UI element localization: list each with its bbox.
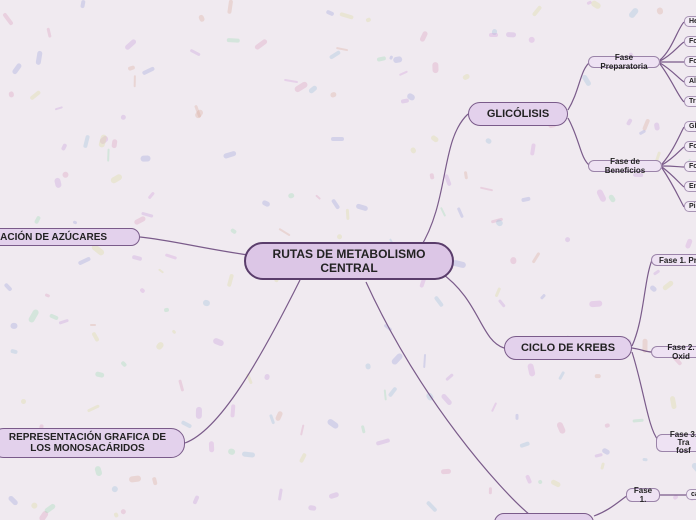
node-pi[interactable]: Pi — [684, 201, 696, 212]
node-gli-label: Gli — [689, 123, 696, 130]
mindmap-canvas: RUTAS DE METABOLISMOCENTRAL GLICÓLISIS C… — [0, 0, 696, 520]
node-azucares[interactable]: CACIÓN DE AZÚCARES — [0, 228, 140, 246]
node-center-label: RUTAS DE METABOLISMOCENTRAL — [273, 247, 426, 275]
node-ca-label: ca — [691, 491, 696, 498]
node-bottom-partial[interactable] — [494, 513, 594, 520]
node-fase1-bottom[interactable]: Fase 1. — [626, 488, 660, 502]
node-repgraf-label: REPRESENTACIÓN GRAFICA DELOS MONOSACÁRID… — [9, 432, 166, 455]
node-fase1-bottom-label: Fase 1. — [634, 486, 652, 504]
node-krebs-fase3[interactable]: Fase 3. Trafosf — [656, 434, 696, 452]
node-fo2-label: Fo — [689, 58, 696, 65]
node-repgraf[interactable]: REPRESENTACIÓN GRAFICA DELOS MONOSACÁRID… — [0, 428, 185, 458]
node-fase-beneficios[interactable]: Fase de Beneficios — [588, 160, 662, 172]
node-fo4-label: Fo — [689, 163, 696, 170]
node-krebs-fase3-label: Fase 3. Trafosf — [664, 431, 696, 455]
node-fo3-label: Fo — [689, 143, 696, 150]
node-glicolisis-label: GLICÓLISIS — [487, 108, 549, 120]
node-fo1[interactable]: Fo — [684, 36, 696, 47]
node-fo4[interactable]: Fo — [684, 161, 696, 172]
node-krebs-fase1[interactable]: Fase 1. Pro — [651, 254, 696, 266]
node-tri[interactable]: Tri — [684, 96, 696, 107]
node-krebs-label: CICLO DE KREBS — [521, 342, 615, 354]
node-krebs[interactable]: CICLO DE KREBS — [504, 336, 632, 360]
node-en[interactable]: En — [684, 181, 696, 192]
node-hex-label: Hex — [689, 18, 696, 25]
node-glicolisis[interactable]: GLICÓLISIS — [468, 102, 568, 126]
node-fo3[interactable]: Fo — [684, 141, 696, 152]
node-center[interactable]: RUTAS DE METABOLISMOCENTRAL — [244, 242, 454, 280]
node-ca[interactable]: ca — [686, 489, 696, 500]
node-fase-ben-label: Fase de Beneficios — [596, 157, 654, 175]
node-ald-label: Ald — [689, 78, 696, 85]
node-krebs-fase1-label: Fase 1. Pro — [659, 256, 696, 265]
node-hex[interactable]: Hex — [684, 16, 696, 27]
node-tri-label: Tri — [689, 98, 696, 105]
node-fo1-label: Fo — [689, 38, 696, 45]
node-azucares-label: CACIÓN DE AZÚCARES — [0, 232, 107, 243]
node-gli[interactable]: Gli — [684, 121, 696, 132]
node-en-label: En — [689, 183, 696, 190]
node-fase-preparatoria[interactable]: Fase Preparatoria — [588, 56, 660, 68]
node-fase-prep-label: Fase Preparatoria — [596, 53, 652, 71]
node-krebs-fase2-label: Fase 2. Oxid — [659, 343, 696, 361]
node-pi-label: Pi — [689, 203, 696, 210]
node-krebs-fase2[interactable]: Fase 2. Oxid — [651, 346, 696, 358]
node-ald[interactable]: Ald — [684, 76, 696, 87]
node-fo2[interactable]: Fo — [684, 56, 696, 67]
